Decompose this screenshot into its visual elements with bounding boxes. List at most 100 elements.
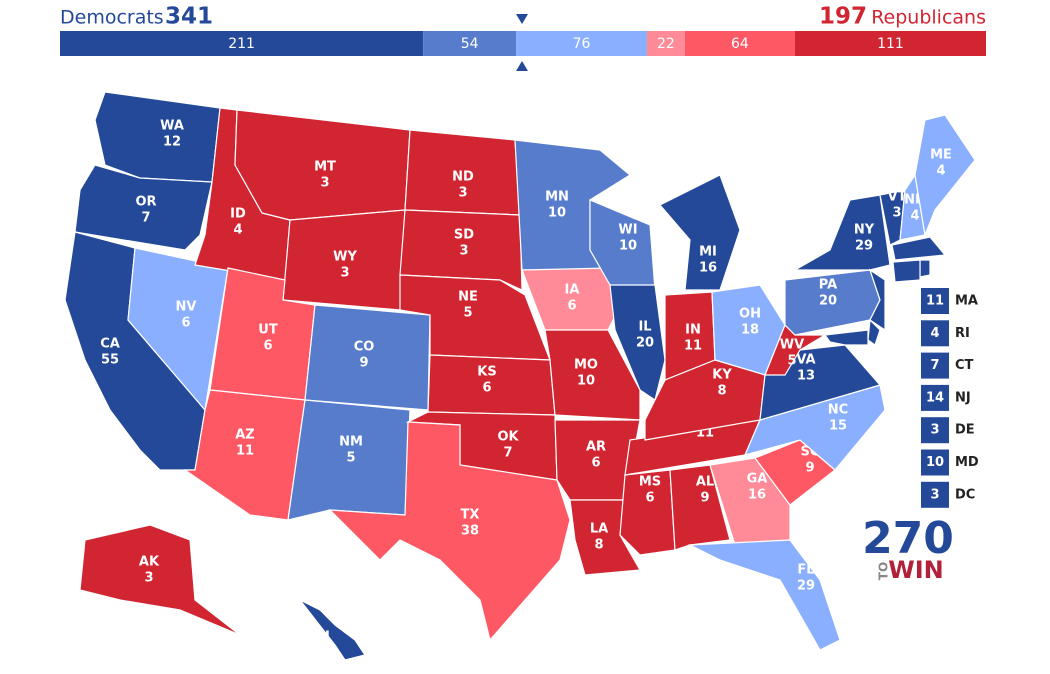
state-abbr: PA: [819, 278, 837, 293]
state-abbr: MS: [639, 475, 661, 490]
small-state-abbr: DC: [955, 487, 975, 502]
state-ev: 5: [463, 306, 472, 321]
state-abbr: NE: [458, 290, 478, 305]
small-state-ev: 7: [930, 358, 939, 373]
state-shape: [399, 209, 523, 291]
small-state-ev: 3: [930, 423, 939, 438]
state-shape: [868, 268, 886, 332]
small-state-ev: 4: [930, 326, 939, 341]
state-ev: 16: [699, 261, 717, 276]
state-ev: 12: [163, 135, 181, 150]
state-ev: 5: [346, 451, 355, 466]
bar-segment: [423, 31, 517, 56]
state-ev: 11: [236, 444, 254, 459]
state-ev: 9: [700, 491, 709, 506]
logo-number: 270: [862, 513, 954, 564]
small-state-box: [921, 481, 949, 508]
state-abbr: CO: [354, 340, 375, 355]
state-shape: [867, 318, 881, 346]
state-shape: [891, 236, 947, 261]
state-shape: [659, 174, 741, 291]
state-ev: 20: [819, 294, 837, 309]
state-shape: [299, 599, 366, 661]
small-state-box: [921, 417, 949, 444]
small-state-abbr: DE: [955, 423, 975, 438]
state-ev: 5: [787, 354, 796, 369]
bar-segment: [794, 31, 986, 56]
state-abbr: NV: [176, 300, 197, 315]
state-ev: 3: [458, 186, 467, 201]
state-ev: 3: [144, 571, 153, 586]
state-ev: 3: [459, 244, 468, 259]
state-ev: 4: [233, 223, 242, 238]
state-abbr: NY: [854, 223, 875, 238]
state-abbr: IL: [638, 320, 651, 335]
state-abbr: AK: [139, 555, 160, 570]
small-state-ev: 3: [930, 487, 939, 502]
state-abbr: WV: [780, 338, 804, 353]
state-abbr: ID: [230, 207, 246, 222]
state-abbr: VT: [888, 190, 907, 205]
state-abbr: LA: [590, 522, 608, 537]
bar-segment-label: 64: [731, 36, 749, 52]
state-shape: [914, 114, 976, 238]
small-state-ev: 11: [926, 294, 944, 309]
state-ev: 6: [567, 299, 576, 314]
bar-segment: [646, 31, 685, 56]
state-abbr: NM: [339, 435, 363, 450]
state-shape: [94, 91, 221, 183]
small-state-abbr: MD: [955, 455, 979, 470]
state-ev: 18: [741, 323, 759, 338]
state-ev: 10: [619, 239, 637, 254]
state-abbr: AR: [586, 440, 606, 455]
state-ev: 13: [797, 369, 815, 384]
logo-to: TO: [877, 562, 891, 580]
state-shape: [74, 164, 213, 251]
small-state-box: [921, 320, 949, 347]
state-ev: 7: [141, 211, 150, 226]
state-shape: [709, 457, 791, 546]
small-state-box: [921, 352, 949, 379]
logo: 270 TO WIN: [862, 513, 954, 584]
small-state-box: [921, 288, 949, 314]
dem-total: 341: [165, 4, 213, 30]
bar-segment-label: 111: [877, 36, 904, 52]
state-abbr: FL: [797, 563, 814, 578]
state-shape: [687, 539, 841, 651]
state-abbr: OR: [135, 195, 156, 210]
bar-segment: [60, 31, 424, 56]
state-abbr: MO: [574, 358, 598, 373]
small-state-list: 11 MA 4 RI 7 CT 14 NJ 3 DE 10 MD 3 DC: [921, 288, 979, 508]
state-abbr: MI: [699, 245, 717, 260]
small-state-abbr: RI: [955, 326, 970, 341]
state-abbr: WI: [618, 223, 637, 238]
state-shape: [328, 421, 571, 642]
state-ev: 8: [717, 384, 726, 399]
state-shape: [792, 194, 891, 271]
dem-label: Democrats: [60, 7, 164, 29]
small-state-abbr: CT: [955, 358, 974, 373]
state-ev: 3: [340, 266, 349, 281]
state-ev: 6: [482, 381, 491, 396]
small-state-ev: 10: [926, 455, 944, 470]
state-shape: [823, 329, 869, 346]
state-abbr: KY: [712, 368, 732, 383]
state-ev: 55: [101, 353, 119, 368]
state-ev: 6: [645, 491, 654, 506]
state-ev: 16: [748, 488, 766, 503]
bar-segment-label: 54: [461, 36, 479, 52]
state-shape: [619, 469, 676, 556]
state-shape: [892, 259, 921, 283]
state-ev: 29: [855, 239, 873, 254]
state-ev: 6: [181, 316, 190, 331]
state-ev: 6: [591, 456, 600, 471]
state-abbr: AL: [696, 475, 714, 490]
state-abbr: MT: [314, 160, 336, 175]
state-abbr: IA: [565, 283, 580, 298]
state-abbr: MN: [545, 190, 569, 205]
state-ev: 20: [636, 336, 654, 351]
ev-bar: 211 54 76 22 64 111: [60, 31, 986, 56]
